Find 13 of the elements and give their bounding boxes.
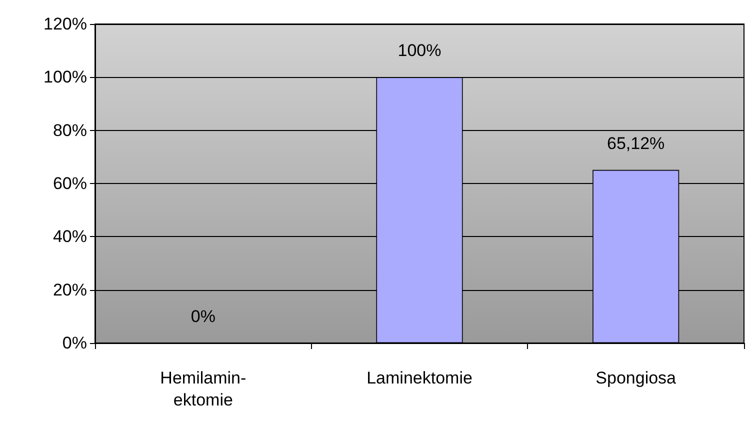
x-tick-label: Spongiosa <box>596 368 677 388</box>
data-label: 65,12% <box>606 134 665 153</box>
y-tick-label: 20% <box>52 280 87 300</box>
y-tick-label: 40% <box>52 227 87 246</box>
y-tick-label: 0% <box>62 334 87 352</box>
y-tick-label: 60% <box>52 174 87 193</box>
y-tick-label: 100% <box>44 68 87 87</box>
data-label: 100% <box>398 41 442 60</box>
x-tick-label: Hemilamin- ektomie <box>160 368 246 410</box>
x-tick-label: Laminektomie <box>366 368 472 388</box>
y-tick-label: 80% <box>52 120 87 140</box>
y-tick-label: 120% <box>44 14 87 34</box>
data-label: 0% <box>190 307 216 326</box>
